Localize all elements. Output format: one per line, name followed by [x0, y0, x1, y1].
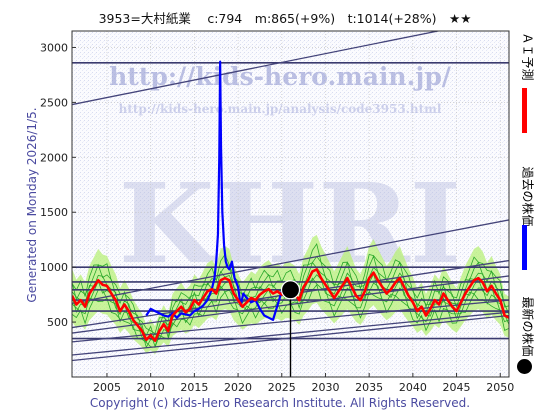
legend-line-icon — [522, 88, 527, 133]
x-tick-label: 2010 — [137, 381, 165, 394]
x-tick-label: 2020 — [224, 381, 252, 394]
x-tick-label: 2030 — [311, 381, 339, 394]
y-tick-label: 500 — [47, 316, 68, 329]
legend-dot-icon — [517, 359, 532, 374]
plot-frame — [71, 30, 510, 378]
trend-line — [72, 219, 509, 305]
copyright-text: Copyright (c) Kids-Hero Research Institu… — [89, 396, 471, 410]
x-tick-label: 2005 — [93, 381, 121, 394]
y-tick-label: 2500 — [40, 96, 68, 109]
x-tick-label: 2040 — [399, 381, 427, 394]
legend: ＡＩ予測 過去の株価 最新の株価 — [513, 28, 543, 378]
x-tick-label: 2015 — [180, 381, 208, 394]
y-axis: 500 1000 1500 2000 2500 3000 — [40, 41, 76, 329]
legend-label: ＡＩ予測 — [520, 32, 535, 81]
watermark-analysis-url: http://kids-hero.main.jp/analysis/code39… — [119, 102, 442, 116]
y-tick-label: 1500 — [40, 206, 68, 219]
y-tick-label: 2000 — [40, 151, 68, 164]
legend-label: 過去の株価 — [520, 166, 535, 227]
legend-line-icon — [522, 225, 527, 270]
legend-item-latest-price: 最新の株価 — [513, 283, 543, 374]
x-tick-label: 2025 — [268, 381, 296, 394]
y-tick-label: 1000 — [40, 261, 68, 274]
past-price-line — [145, 60, 292, 321]
x-tick-label: 2035 — [355, 381, 383, 394]
x-axis: 2005 2010 2015 2020 2025 2030 2035 2040 2045 2050 — [93, 373, 514, 394]
latest-price-dot — [280, 280, 301, 300]
y-tick-label: 3000 — [40, 41, 68, 54]
legend-item-past-price: 過去の株価 — [513, 153, 543, 270]
chart-title: 3953=大村紙業 c:794 m:865(+9%) t:1014(+28%) … — [98, 11, 472, 26]
x-tick-label: 2050 — [486, 381, 514, 394]
latest-price — [280, 280, 301, 377]
legend-item-ai-forecast: ＡＩ予測 — [513, 28, 543, 138]
generated-date: Generated on Monday 2026/1/5. — [25, 107, 39, 303]
legend-label: 最新の株価 — [520, 296, 535, 357]
x-tick-label: 2045 — [443, 381, 471, 394]
